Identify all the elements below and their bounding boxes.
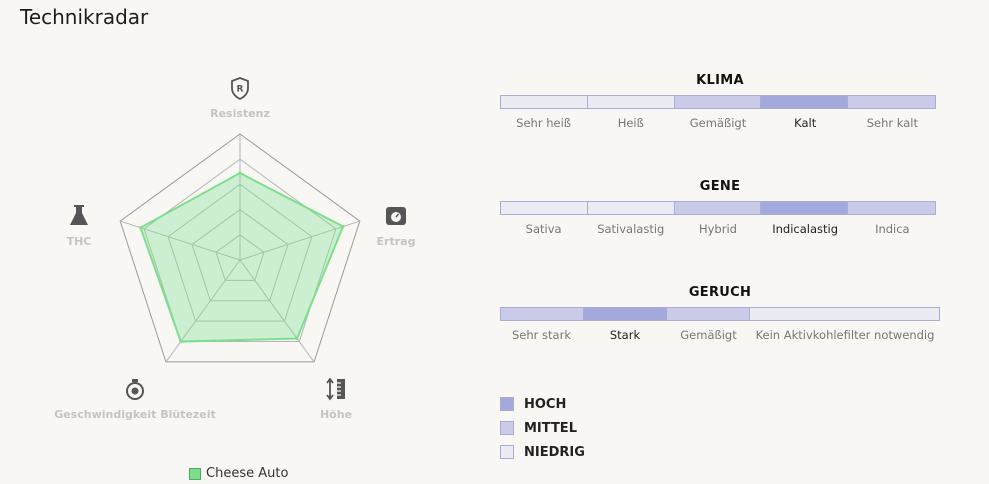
scale-segment [587,96,675,108]
shield-r-icon: R [231,77,249,101]
legend-label: NIEDRIG [524,444,585,460]
legend-swatch [500,421,514,435]
level-legend: HOCH MITTEL NIEDRIG [500,392,585,464]
scale-segment [583,308,668,320]
scale-label: Stark [609,328,641,342]
scale-label: Heiß [617,116,644,130]
scale-segment [674,202,762,214]
scale-label: Gemäßigt [680,328,737,342]
scale-weight-icon [386,207,406,225]
scale-segment [761,96,849,108]
radar-grid-ring [119,133,361,363]
page-title: Technikradar [20,5,149,29]
radar-grid-ring [215,234,265,281]
scale-segment [667,308,750,320]
scale-label: Sativalastig [597,222,665,236]
radar-legend[interactable]: Cheese Auto [189,466,288,481]
scale-segment [587,202,675,214]
radar-axis-label: Ertrag [377,235,416,248]
legend-swatch [500,397,514,411]
svg-text:R: R [237,85,244,95]
scale-label: Kalt [794,116,817,130]
legend-swatch [189,467,201,480]
radar-point [139,226,143,230]
radar-grid-ring [191,208,289,302]
flask-icon [70,205,88,225]
radar-spoke [239,220,360,261]
scale-segment [674,96,762,108]
scale-segment [501,308,584,320]
legend-label: MITTEL [524,420,577,436]
radar-point [179,340,183,344]
radar-axis-label: Geschwindigkeit Blütezeit [54,408,216,421]
scale-label: Kein Aktivkohlefilter notwendig [755,328,935,342]
scale-label: Indica [875,222,910,236]
scale-label: Hybrid [698,222,737,236]
scale-label: Sehr stark [512,328,571,342]
legend-series-label: Cheese Auto [206,466,289,481]
legend-item-high: HOCH [500,392,585,416]
scale-bar [500,307,940,321]
radar-point [295,336,299,340]
stopwatch-icon [126,379,144,400]
scale-label: Sativa [525,222,562,236]
radar-series-area [139,171,345,343]
scale-label: Sehr heiß [516,116,572,130]
scale-segment [848,96,935,108]
scale-bar [500,95,936,109]
legend-swatch [500,445,514,459]
scale-label: Gemäßigt [689,116,747,130]
legend-label: HOCH [524,396,567,412]
radar-grid-ring [167,183,313,322]
legend-item-mid: MITTEL [500,416,585,440]
height-ruler-icon [326,377,345,401]
scale-title: GERUCH [688,285,752,300]
legend-item-low: NIEDRIG [500,440,585,464]
scale-segment [848,202,935,214]
radar-spoke [239,259,315,363]
scale-geruch: GERUCH Sehr stark Stark Gemäßigt Kein Aktivk… [500,285,940,342]
radar-point [341,225,345,229]
scale-segment [501,202,588,214]
scale-label: Sehr kalt [866,116,918,130]
scale-title: KLIMA [696,73,744,88]
scale-title: GENE [699,179,741,194]
scale-klima: KLIMA Sehr heiß Heiß Gemäßigt Kalt Sehr kalt [500,73,940,130]
radar-axis-label: Resistenz [210,107,270,120]
radar-spoke [165,259,241,363]
scale-gene: GENE Sativa Sativalastig Hybrid Indicalastig… [500,179,940,236]
radar-point [238,171,242,175]
radar-axis-label: THC [67,235,92,248]
scale-segment [749,308,939,320]
radar-chart: R Resistenz Ertrag Höhe Geschwindigkeit Blüt… [54,77,416,421]
radar-axis-label: Höhe [320,408,352,421]
scale-segment [501,96,588,108]
scale-label: Indicalastig [772,222,839,236]
scale-bar [500,201,936,215]
scale-segment [761,202,849,214]
